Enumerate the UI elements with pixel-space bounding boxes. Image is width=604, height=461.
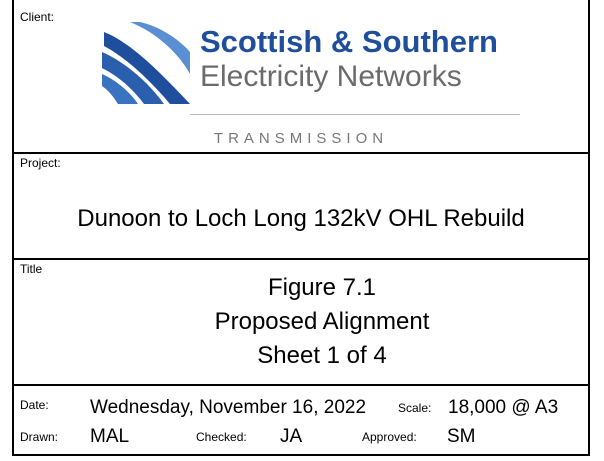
logo-text: TRANSMISSION bbox=[213, 130, 389, 147]
project-label: Project: bbox=[20, 156, 61, 170]
drawn-label: Drawn: bbox=[20, 430, 59, 444]
date: Wednesday, November 16, 2022 bbox=[90, 397, 367, 418]
title-line: Figure 7.1 bbox=[267, 274, 377, 301]
approved: SM bbox=[447, 426, 476, 447]
project-name: Dunoon to Loch Long 132kV OHL Rebuild bbox=[77, 205, 525, 232]
title-line: Proposed Alignment bbox=[214, 308, 430, 335]
logo-icon bbox=[102, 22, 190, 104]
checked-label: Checked: bbox=[196, 430, 247, 444]
logo-text: Scottish & Southern bbox=[200, 24, 498, 59]
title-label: Title bbox=[20, 262, 43, 276]
drawn: MAL bbox=[90, 426, 130, 447]
logo-text: Electricity Networks bbox=[200, 60, 462, 93]
title-block bbox=[12, 0, 590, 456]
divider bbox=[12, 384, 590, 386]
title-line: Sheet 1 of 4 bbox=[257, 342, 387, 369]
date-label: Date: bbox=[20, 398, 49, 412]
approved-label: Approved: bbox=[362, 430, 417, 444]
divider bbox=[12, 258, 590, 260]
scale: 18,000 @ A3 bbox=[448, 397, 559, 418]
client-label: Client: bbox=[20, 10, 55, 24]
checked: JA bbox=[280, 426, 303, 447]
scale-label: Scale: bbox=[398, 401, 432, 415]
logo-rule bbox=[190, 114, 520, 115]
divider bbox=[12, 152, 590, 154]
